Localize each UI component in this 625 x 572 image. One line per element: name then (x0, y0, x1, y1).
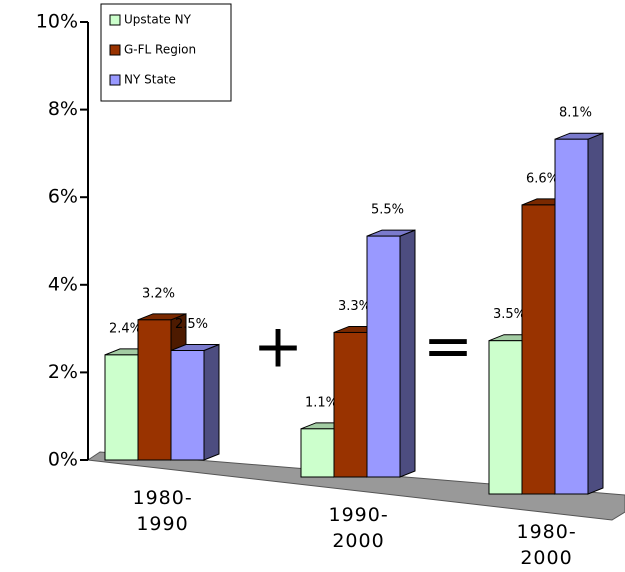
value-label: 3.2% (142, 286, 175, 301)
value-label: 5.5% (371, 203, 404, 218)
value-label: 6.6% (526, 171, 559, 186)
y-tick-label: 4% (48, 273, 78, 295)
bar-side (203, 343, 220, 461)
legend-swatch (109, 74, 121, 86)
legend-swatch (109, 14, 121, 26)
value-label: 2.4% (109, 321, 142, 336)
x-tick-label: 1990-2000 (328, 504, 389, 552)
value-label: 3.3% (338, 299, 371, 314)
y-tick-label: 2% (48, 361, 78, 383)
bar-side (399, 229, 416, 478)
bar (333, 331, 368, 478)
legend-swatch (109, 44, 121, 56)
bar (488, 340, 523, 495)
legend-label: Upstate NY (124, 13, 192, 27)
value-label: 2.5% (175, 317, 208, 332)
bar (554, 138, 589, 495)
y-tick-label: 8% (48, 98, 78, 120)
x-tick-label: 1980-2000 (516, 521, 577, 569)
y-tick-label: 0% (48, 449, 78, 471)
bar (137, 319, 172, 461)
y-tick-label: 6% (48, 186, 78, 208)
bar (521, 204, 556, 495)
value-label: 3.5% (493, 307, 526, 322)
bar (104, 354, 139, 461)
y-tick-label: 10% (36, 11, 78, 33)
bar (300, 428, 335, 478)
bar-side (587, 132, 604, 495)
legend-label: NY State (124, 73, 176, 87)
floor (86, 451, 625, 521)
legend-box (100, 3, 232, 102)
legend-label: G-FL Region (124, 43, 196, 57)
value-label: 8.1% (559, 106, 592, 121)
plus-sign: + (253, 312, 303, 382)
bar (366, 235, 401, 478)
x-tick-label: 1980-1990 (132, 487, 193, 535)
value-label: 1.1% (305, 395, 338, 410)
bar (170, 350, 205, 461)
equals-sign: = (423, 312, 473, 382)
